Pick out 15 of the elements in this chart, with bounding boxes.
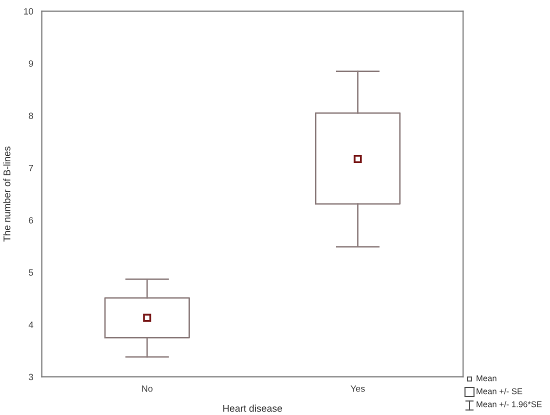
text: Mean +/- 1.96*SE xyxy=(476,401,542,408)
y-tick-label: 5 xyxy=(28,269,34,276)
y-tick-label: 6 xyxy=(28,217,34,224)
y-tick-label: 9 xyxy=(28,60,34,67)
y-tick-label: 10 xyxy=(24,8,34,15)
x-tick-label: Yes xyxy=(350,385,365,392)
text: Mean +/- SE xyxy=(476,388,522,394)
text: Mean xyxy=(476,375,496,382)
y-tick-label: 7 xyxy=(28,164,34,172)
x-axis-title: Heart disease xyxy=(223,404,282,412)
y-tick-label: 3 xyxy=(28,374,34,380)
y-axis-title: The number of B-lines xyxy=(3,146,10,242)
y-tick-label: 8 xyxy=(28,112,34,120)
x-tick-label: No xyxy=(142,385,153,392)
y-tick-label: 4 xyxy=(28,322,34,328)
